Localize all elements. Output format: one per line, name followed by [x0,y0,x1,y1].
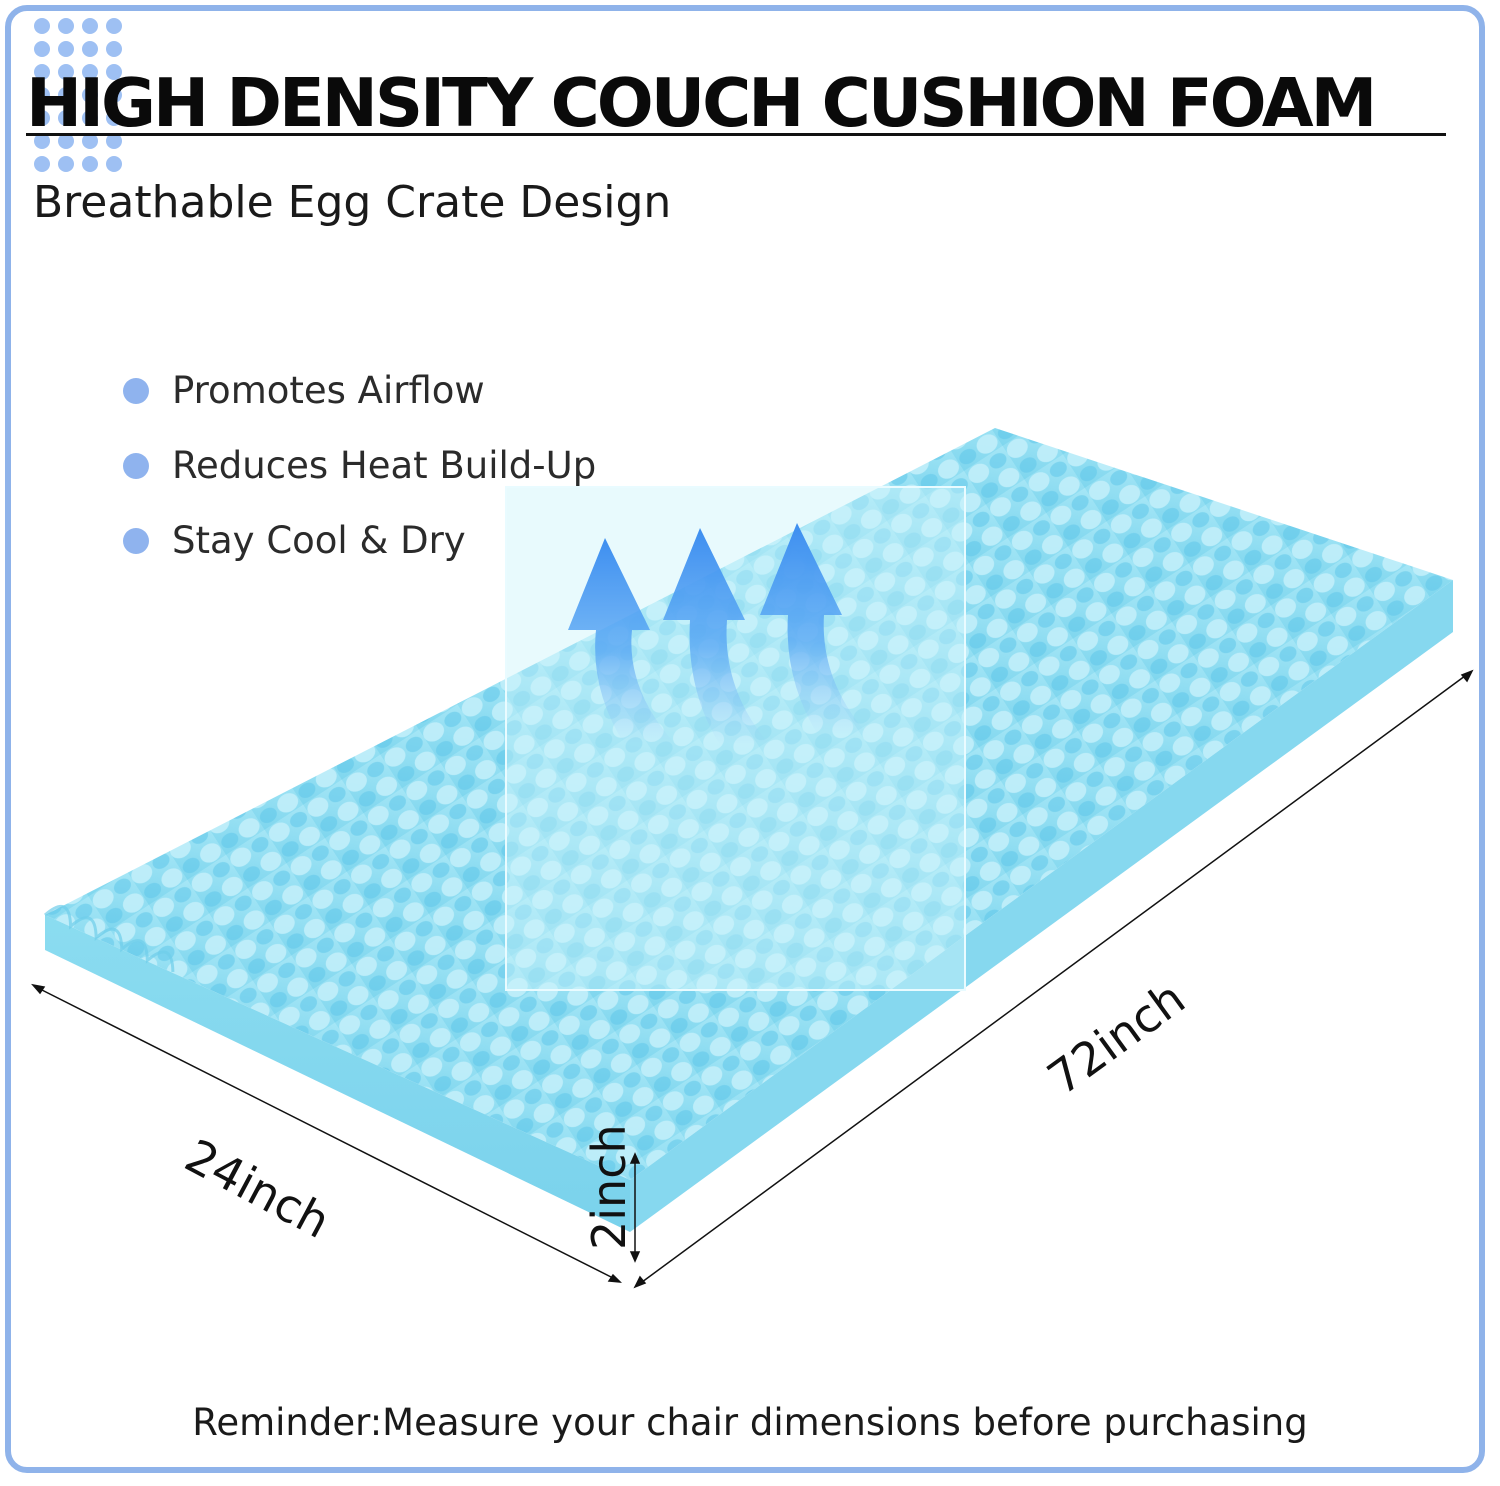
decorative-dot [106,156,122,172]
decorative-dot [34,64,50,80]
airflow-arrow-icon [760,523,868,735]
reminder-note: Reminder:Measure your chair dimensions b… [192,1401,1308,1444]
decorative-dot [58,110,74,126]
decorative-dot [58,18,74,34]
decorative-dot-grid [30,16,140,176]
arrowhead-icon [633,1275,647,1289]
airflow-arrow-icon [568,538,676,745]
feature-item: Reduces Heat Build-Up [120,443,596,518]
feature-text: Promotes Airflow [172,369,485,412]
bullet-dot-icon [123,453,149,479]
feature-item: Promotes Airflow [120,368,596,443]
decorative-dot [34,41,50,57]
feature-text: Stay Cool & Dry [172,519,466,562]
decorative-dot [106,64,122,80]
decorative-dot [58,41,74,57]
decorative-dot [58,156,74,172]
airflow-arrows [568,523,868,745]
width-dimension-line [35,986,618,1281]
decorative-dot [34,133,50,149]
decorative-dot [106,87,122,103]
airflow-arrow-icon [663,528,770,745]
decorative-dot [106,18,122,34]
decorative-dot [82,110,98,126]
feature-item: Stay Cool & Dry [120,518,596,593]
decorative-dot [82,64,98,80]
arrowhead-icon [1460,669,1474,683]
decorative-dot [34,87,50,103]
headline-underline [26,133,1446,136]
bullet-dot-icon [123,378,149,404]
decorative-dot [106,41,122,57]
decorative-dot [82,41,98,57]
arrowhead-icon [31,983,46,995]
decorative-dot [58,133,74,149]
dimension-thickness-label: 2inch [582,1124,636,1250]
length-dimension-line [637,672,1470,1286]
subtitle: Breathable Egg Crate Design [33,177,672,228]
decorative-dot [82,18,98,34]
decorative-dot [34,156,50,172]
decorative-dot [34,18,50,34]
headline: HIGH DENSITY COUCH CUSHION FOAM [26,64,1377,142]
bullet-dot-icon [123,528,149,554]
decorative-dot [34,110,50,126]
decorative-dot [106,110,122,126]
decorative-dot [106,133,122,149]
decorative-dot [82,133,98,149]
foam-top-surface [45,428,1453,1180]
foam-right-edge [630,580,1453,1232]
foam-crest-front [44,904,175,972]
arrowhead-icon [629,1251,641,1263]
decorative-dot [82,156,98,172]
decorative-dot [58,87,74,103]
feature-list: Promotes Airflow Reduces Heat Build-Up S… [120,368,596,593]
decorative-dot [58,64,74,80]
arrowhead-icon [629,1152,641,1164]
arrowhead-icon [607,1273,622,1283]
foam-front-edge [45,915,630,1232]
feature-text: Reduces Heat Build-Up [172,444,597,487]
decorative-dot [82,87,98,103]
